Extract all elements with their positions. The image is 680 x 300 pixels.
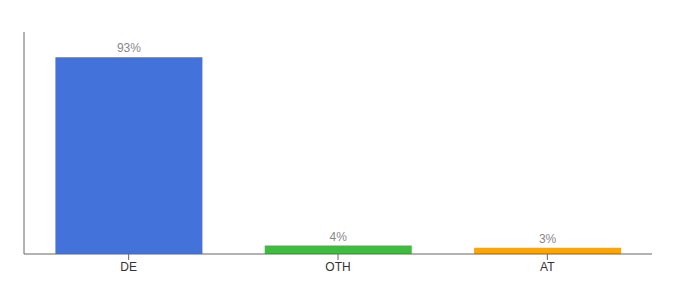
- svg-text:AT: AT: [540, 260, 555, 274]
- svg-text:3%: 3%: [539, 232, 557, 246]
- svg-text:DE: DE: [120, 260, 137, 274]
- svg-text:4%: 4%: [330, 230, 348, 244]
- svg-text:OTH: OTH: [325, 260, 350, 274]
- svg-text:93%: 93%: [117, 41, 141, 55]
